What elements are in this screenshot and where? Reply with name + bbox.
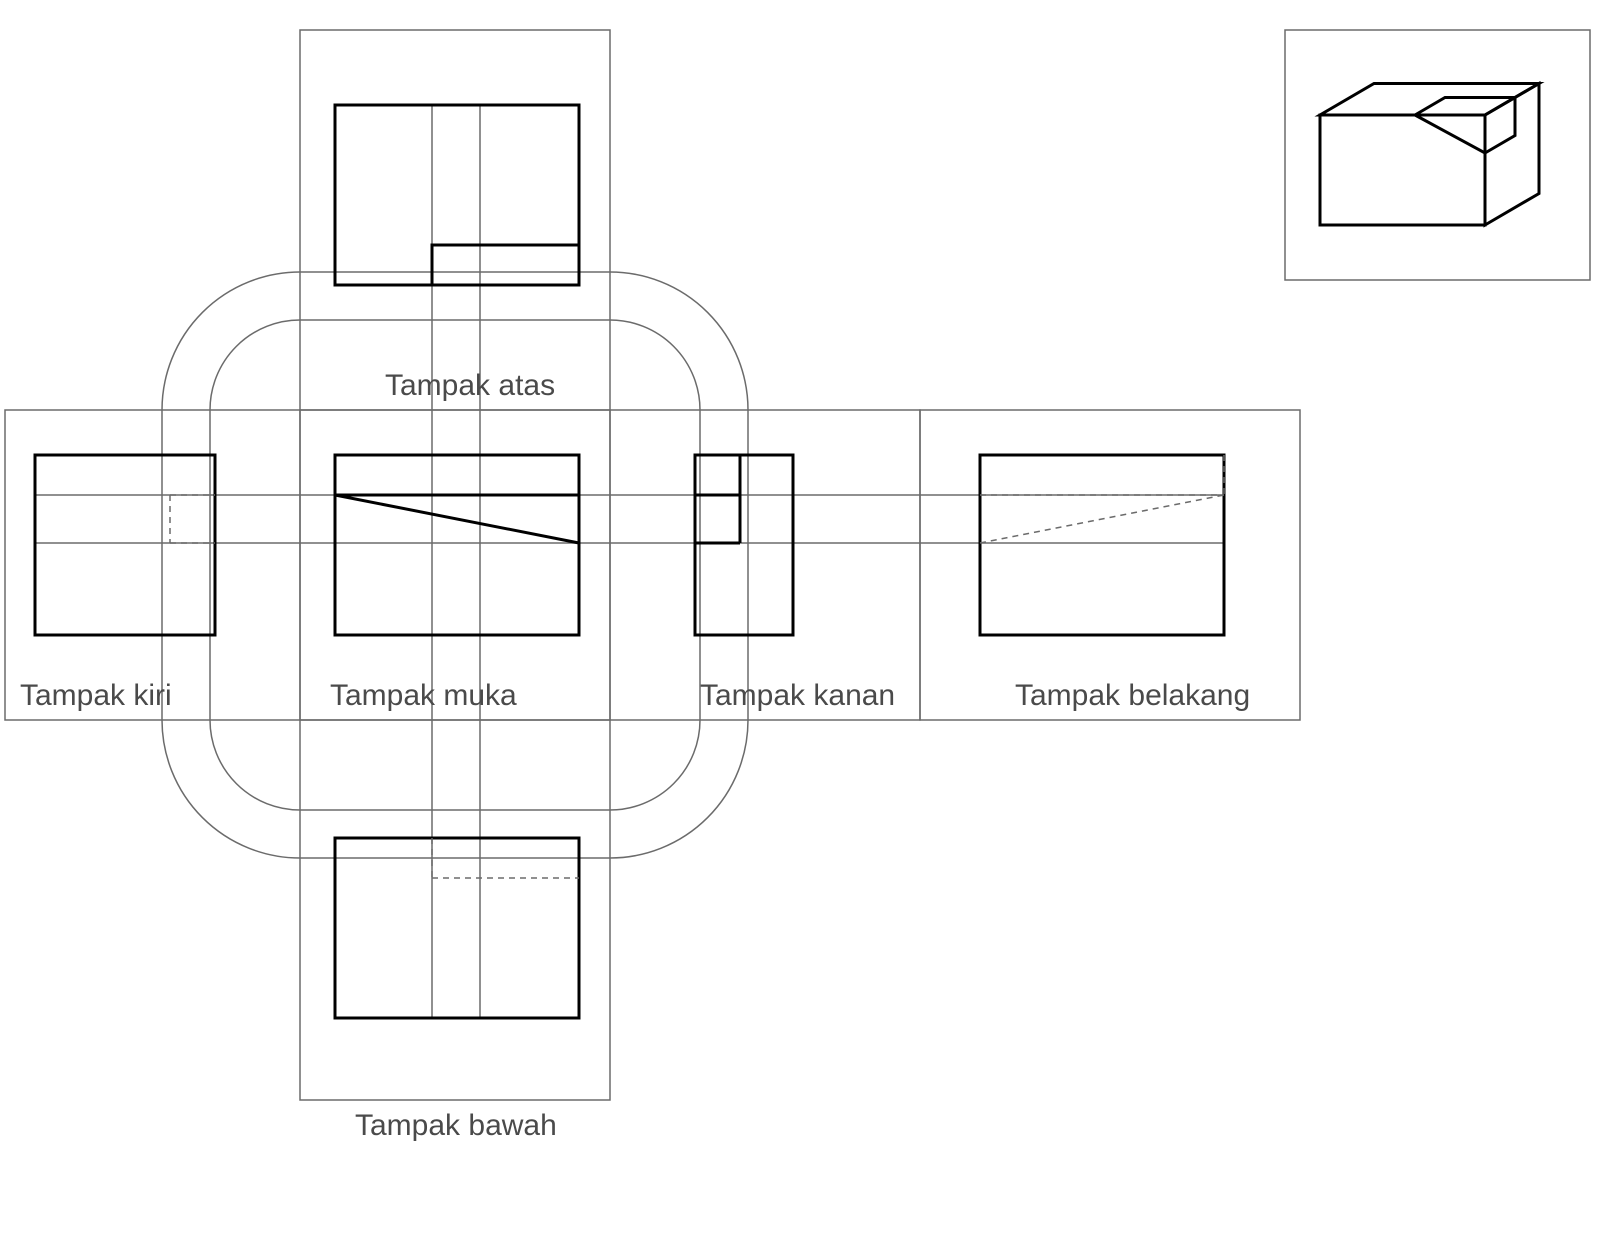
label-right: Tampak kanan bbox=[700, 679, 895, 712]
iso-top bbox=[1320, 84, 1539, 116]
fold-arc bbox=[210, 320, 300, 410]
label-top: Tampak atas bbox=[385, 369, 555, 402]
fold-arc bbox=[610, 720, 700, 810]
fold-arc bbox=[210, 720, 300, 810]
fold-arc bbox=[610, 320, 700, 410]
top-view-step bbox=[432, 245, 579, 285]
iso-front bbox=[1320, 115, 1485, 225]
front-view-outer bbox=[335, 455, 579, 635]
panel-bottom bbox=[300, 720, 610, 1100]
iso-notch bbox=[1415, 115, 1485, 153]
left-view-outer bbox=[35, 455, 215, 635]
projection-diagram: Tampak atas Tampak kiri Tampak muka Tampak … bbox=[0, 0, 1600, 1241]
bottom-view-outer bbox=[335, 838, 579, 1018]
label-bottom: Tampak bawah bbox=[355, 1109, 557, 1142]
iso-right bbox=[1485, 84, 1539, 226]
fold-arc bbox=[610, 272, 748, 410]
label-front: Tampak muka bbox=[330, 679, 517, 712]
back-view-hidden bbox=[980, 495, 1224, 543]
iso-drawing bbox=[1320, 84, 1539, 226]
front-view-notch-diagonal bbox=[335, 495, 579, 543]
iso-panel bbox=[1285, 30, 1590, 280]
fold-arc bbox=[610, 720, 748, 858]
fold-arc bbox=[162, 720, 300, 858]
label-left: Tampak kiri bbox=[20, 679, 172, 712]
label-back: Tampak belakang bbox=[1015, 679, 1250, 712]
back-view-outer bbox=[980, 455, 1224, 635]
right-view-outer bbox=[695, 455, 793, 635]
top-view-outer bbox=[335, 105, 579, 285]
panel-top bbox=[300, 30, 610, 410]
fold-arc bbox=[162, 272, 300, 410]
